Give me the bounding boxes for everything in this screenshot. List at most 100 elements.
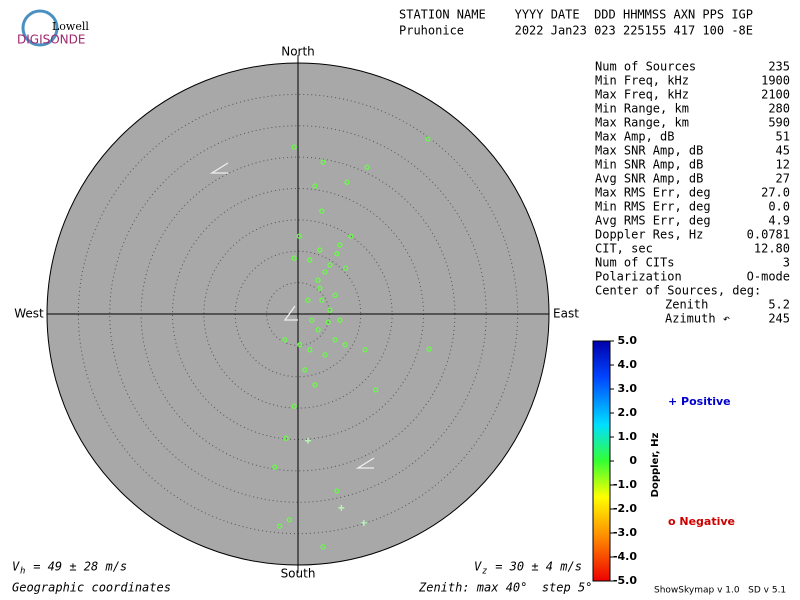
stat-value: 4.9 [768,214,790,228]
colorbar-tick-label: -1.0 [613,478,637,491]
dir-east: East [553,307,579,321]
center-row-label: Azimuth ↶ [665,312,730,326]
colorbar-tick-label: 5.0 [618,334,638,347]
stat-value: 27 [776,172,790,186]
vz-symbol: V [474,560,482,574]
center-label: Center of Sources, deg: [595,284,761,298]
colorbar-label: Doppler, Hz [650,433,661,498]
source-point [277,523,283,529]
vh: V h = 49 ± 28 m/s [12,560,127,577]
stat-value: 280 [768,102,790,116]
center-row-value: 245 [768,312,790,326]
source-point [312,183,318,189]
source-point [320,544,326,550]
header-line: Pruhonice 2022 Jan23 023 225155 417 100 … [399,24,753,38]
stat-value: O-mode [747,270,790,284]
stat-value: 0.0781 [747,228,790,242]
source-point [305,297,311,303]
source-point [364,164,370,170]
source-point [342,342,348,348]
stat-value: 45 [776,144,790,158]
source-point [348,233,354,239]
source-point [425,136,431,142]
source-point [327,262,333,268]
legend-positive: + Positive [668,395,731,408]
stat-label: Num of CITs [595,256,674,270]
stat-value: 1900 [761,74,790,88]
stat-value: 0.0 [768,200,790,214]
center-row-label: Zenith [665,298,708,312]
source-point [297,342,303,348]
vh-symbol: V [12,560,20,574]
source-point [319,297,325,303]
positive-source [360,519,367,526]
positive-source [338,504,345,511]
source-point [307,257,313,263]
source-point [343,265,349,271]
logo-swoosh [21,9,59,47]
source-point [286,517,292,523]
colorbar [592,340,611,582]
source-point [319,208,325,214]
source-point [291,403,297,409]
vz-sub: z [482,567,487,577]
dir-north: North [281,45,315,59]
source-point [307,347,313,353]
stat-label: Max Freq, kHz [595,88,689,102]
colorbar-tick-label: 3.0 [618,382,638,395]
stat-value: 12.80 [754,242,790,256]
stat-label: Min Freq, kHz [595,74,689,88]
source-point [315,277,321,283]
source-point [322,269,328,275]
source-point [291,255,297,261]
stat-value: 12 [776,158,790,172]
stat-label: Max Range, km [595,116,689,130]
source-point [317,247,323,253]
source-point [426,346,432,352]
source-point [337,317,343,323]
stat-value: 3 [783,256,790,270]
logo-bottom: DIGISONDE [17,33,85,47]
center-row-value: 5.2 [768,298,790,312]
stat-value: 590 [768,116,790,130]
source-point [334,251,340,257]
source-point [344,179,350,185]
dir-west: West [14,307,44,321]
stat-value: 27.0 [761,186,790,200]
source-point [373,387,379,393]
colorbar-tick-label: -4.0 [613,550,637,563]
dir-south: South [281,567,316,581]
colorbar-tick-label: -5.0 [613,574,637,587]
stat-label: Max SNR Amp, dB [595,144,703,158]
stat-label: Max Amp, dB [595,130,674,144]
source-point [327,307,333,313]
source-point [334,488,340,494]
source-point [315,327,321,333]
source-point [325,319,331,325]
colorbar-tick-label: -2.0 [613,502,637,515]
source-point [282,337,288,343]
chevron [209,162,229,174]
vz-text: = 30 ± 4 m/s [488,560,582,574]
stat-label: Num of Sources [595,60,696,74]
colorbar-tick-label: 2.0 [618,406,638,419]
source-point [332,292,338,298]
source-point [296,233,302,239]
source-point [322,352,328,358]
vh-text: = 49 ± 28 m/s [26,560,127,574]
source-point [332,337,338,343]
source-point [362,347,368,353]
vh-sub: h [20,567,25,577]
colorbar-tick-label: 4.0 [618,358,638,371]
source-point [272,464,278,470]
source-point [337,242,343,248]
stat-label: Doppler Res, Hz [595,228,703,242]
stat-value: 2100 [761,88,790,102]
colorbar-tick-label: 0 [629,454,637,467]
source-point [302,367,308,373]
stat-label: Min Range, km [595,102,689,116]
positive-source [305,437,312,444]
version: ShowSkymap v 1.0 SD v 5.1 [654,586,786,596]
chevron [355,457,375,469]
